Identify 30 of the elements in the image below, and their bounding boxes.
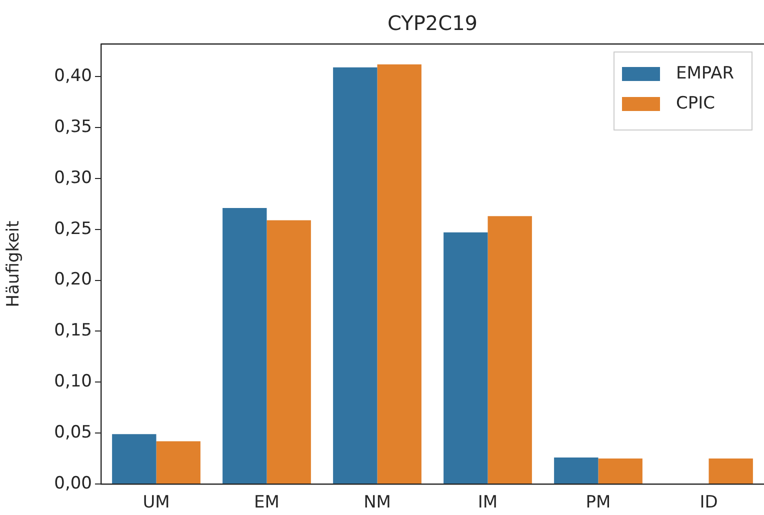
x-tick-label: EM [254,492,280,513]
x-tick-label: UM [142,492,170,513]
y-tick-label: 0,40 [54,66,92,86]
bar [222,208,267,484]
y-tick-label: 0,20 [54,270,92,290]
y-tick-label: 0,15 [54,320,92,341]
bar [554,458,598,484]
bar [266,220,311,484]
bar [112,434,156,484]
x-tick-label: IM [478,492,498,513]
bar [488,216,532,484]
legend-label: EMPAR [676,63,734,84]
x-tick-label: ID [700,492,718,513]
bar [708,458,753,484]
bar [598,458,642,484]
y-tick-label: 0,00 [54,473,92,494]
bar [444,232,488,484]
x-tick-label: NM [364,492,391,513]
y-tick-label: 0,05 [54,422,92,442]
y-tick-label: 0,10 [54,372,92,392]
chart-title: CYP2C19 [387,11,478,35]
x-tick-label: PM [586,492,611,513]
y-tick-label: 0,30 [54,168,92,188]
legend-label: CPIC [676,93,716,114]
bar [156,441,200,484]
y-tick-label: 0,35 [54,116,92,137]
bar [333,67,378,484]
bar [377,64,422,484]
y-tick-label: 0,25 [54,218,92,239]
y-axis-title: Häufigkeit [4,220,24,308]
